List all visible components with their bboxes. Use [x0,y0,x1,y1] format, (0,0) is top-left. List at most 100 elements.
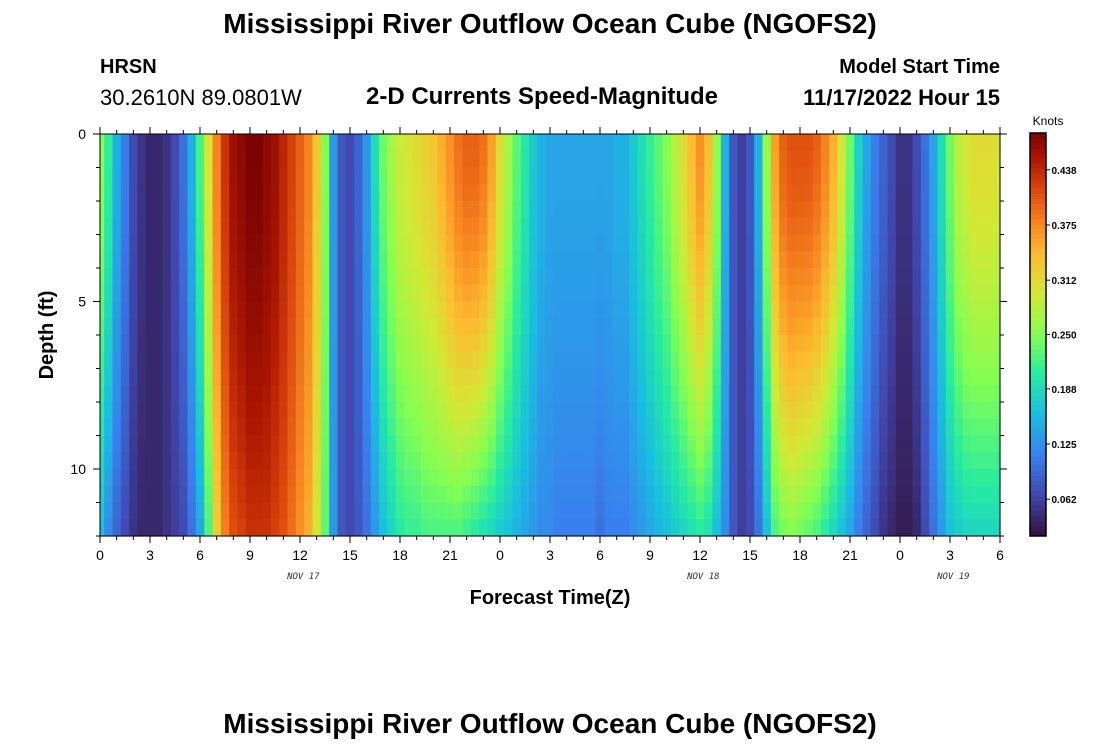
heatmap-cell [795,184,805,202]
heatmap-cell [520,217,530,236]
heatmap-cell [312,368,322,386]
heatmap-cell [420,351,430,370]
heatmap-cell [854,335,864,353]
heatmap-cell [245,351,255,370]
heatmap-cell [179,485,189,504]
heatmap-cell [687,368,697,386]
heatmap-cell [487,234,497,252]
heatmap-cell [100,385,105,403]
heatmap-cell [362,251,372,269]
heatmap-cell [345,134,355,152]
heatmap-cell [737,134,747,152]
heatmap-cell [912,519,922,537]
heatmap-cell [704,150,714,169]
heatmap-cell [979,217,989,236]
heatmap-cell [512,234,522,252]
heatmap-cell [179,368,189,386]
heatmap-cell [879,469,889,487]
heatmap-cell [395,519,405,537]
heatmap-cell [637,318,647,336]
heatmap-cell [362,485,372,504]
heatmap-cell [895,418,905,437]
heatmap-cell [587,402,597,420]
heatmap-cell [404,385,414,403]
heatmap-cell [654,234,664,252]
heatmap-cell [545,167,555,185]
heatmap-cell [120,251,130,269]
heatmap-cell [195,318,205,336]
heatmap-cell [495,435,505,453]
heatmap-cell [612,435,622,453]
heatmap-cell [470,385,480,403]
heatmap-cell [100,502,105,520]
heatmap-cell [195,519,205,537]
heatmap-cell [137,217,147,236]
heatmap-cell [529,217,539,236]
heatmap-cell [737,217,747,236]
heatmap-cell [470,217,480,236]
heatmap-cell [445,335,455,353]
heatmap-cell [179,318,189,336]
heatmap-cell [654,201,664,219]
heatmap-cell [937,184,947,202]
heatmap-cell [362,284,372,303]
heatmap-cell [729,385,739,403]
heatmap-cell [429,134,439,152]
day-label: NOV 19 [936,572,970,582]
heatmap-cell [770,184,780,202]
heatmap-cell [520,335,530,353]
heatmap-cell [420,452,430,470]
heatmap-cell [695,502,705,520]
heatmap-cell [312,251,322,269]
heatmap-cell [704,435,714,453]
colorbar-segment [1030,430,1046,436]
heatmap-cell [404,469,414,487]
heatmap-cell [562,368,572,386]
heatmap-cell [545,502,555,520]
heatmap-cell [354,485,364,504]
heatmap-cell [904,519,914,537]
heatmap-cell [437,485,447,504]
heatmap-cell [829,435,839,453]
heatmap-cell [554,335,564,353]
heatmap-cell [437,385,447,403]
heatmap-cell [170,418,180,437]
heatmap-cell [904,402,914,420]
heatmap-cell [929,284,939,303]
heatmap-cell [537,469,547,487]
heatmap-cell [570,318,580,336]
heatmap-cell [445,418,455,437]
heatmap-cell [100,402,105,420]
heatmap-cell [195,452,205,470]
heatmap-cell [545,134,555,152]
heatmap-cell [470,134,480,152]
heatmap-cell [170,217,180,236]
heatmap-cell [862,402,872,420]
heatmap-cell [862,134,872,152]
heatmap-cell [679,368,689,386]
heatmap-cell [345,201,355,219]
heatmap-cell [829,268,839,286]
heatmap-cell [945,251,955,269]
heatmap-cell [437,519,447,537]
heatmap-cell [720,134,730,152]
heatmap-cell [154,234,164,252]
heatmap-cell [912,234,922,252]
heatmap-cell [312,167,322,185]
heatmap-cell [779,335,789,353]
heatmap-cell [220,217,230,236]
heatmap-cell [870,284,880,303]
heatmap-cell [395,502,405,520]
heatmap-cell [837,335,847,353]
heatmap-cell [895,134,905,152]
heatmap-cell [762,301,772,319]
heatmap-cell [812,368,822,386]
heatmap-cell [179,502,189,520]
heatmap-cell [687,351,697,370]
heatmap-cell [862,318,872,336]
heatmap-cell [812,167,822,185]
heatmap-cell [137,385,147,403]
heatmap-cell [804,368,814,386]
heatmap-cell [570,251,580,269]
heatmap-cell [845,335,855,353]
